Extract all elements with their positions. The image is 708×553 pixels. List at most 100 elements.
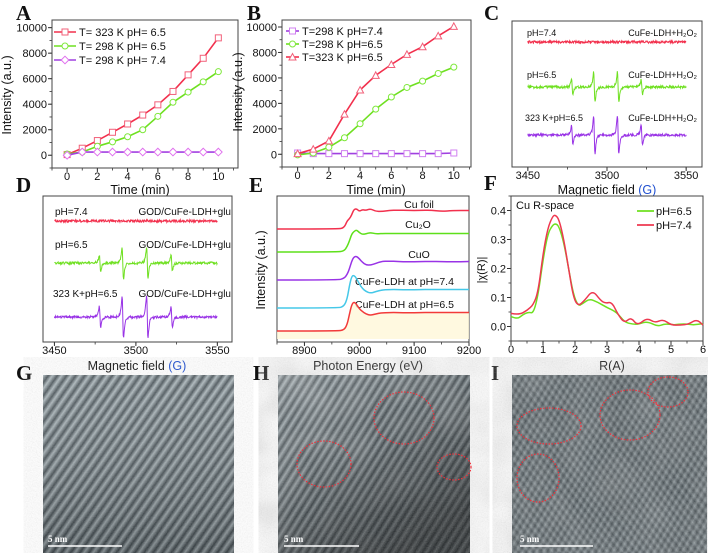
diamond-marker xyxy=(77,147,87,157)
x-tick-label: 3 xyxy=(604,344,610,356)
circle-marker xyxy=(289,40,296,48)
triangle-marker xyxy=(355,85,365,94)
spectrum-label: CuO xyxy=(408,249,430,261)
highlight-circle xyxy=(296,440,352,488)
y-tick-label: 4000 xyxy=(23,99,47,111)
epr-spectrum xyxy=(54,217,218,225)
square-marker xyxy=(434,150,442,158)
triangle-marker xyxy=(324,136,334,145)
plot-frame xyxy=(276,195,470,343)
y-tick-label: 10000 xyxy=(246,22,277,34)
triangle-marker xyxy=(433,31,443,40)
triangle-marker xyxy=(340,109,349,118)
square-marker xyxy=(139,111,147,119)
triangle-marker xyxy=(449,21,459,30)
spectrum-fill xyxy=(277,302,469,339)
square-marker xyxy=(387,150,395,158)
x-tick-label: 0 xyxy=(64,171,70,183)
scale-bar-label: 5 nm xyxy=(284,534,304,544)
highlight-circle xyxy=(599,389,661,441)
epr-spectrum xyxy=(527,116,687,155)
y-tick-label: 6000 xyxy=(23,74,47,86)
circle-marker xyxy=(340,134,348,142)
square-marker xyxy=(169,87,177,95)
panel-label-i: I xyxy=(491,361,499,385)
trace-label: 323 K+pH=6.5 xyxy=(53,289,118,300)
x-axis-title: Magnetic field (G) xyxy=(88,359,187,373)
y-axis-title: Intensity (a.u.) xyxy=(231,52,245,131)
triangle-marker xyxy=(288,52,297,61)
x-tick-label: 9000 xyxy=(347,345,371,357)
circle-marker xyxy=(434,69,442,77)
x-axis-title: Time (min) xyxy=(346,183,405,197)
square-marker xyxy=(340,150,348,158)
triangle-marker xyxy=(371,70,381,79)
highlight-circle xyxy=(647,376,689,408)
circle-marker xyxy=(372,105,380,113)
panel-label-g: G xyxy=(16,361,32,385)
epr-spectrum xyxy=(527,38,687,45)
triangle-marker xyxy=(418,42,427,51)
legend-label: T= 298 K pH= 7.4 xyxy=(79,55,166,67)
circle-marker xyxy=(199,78,207,86)
diamond-marker xyxy=(92,147,102,157)
square-marker xyxy=(403,150,411,158)
x-tick-label: 3500 xyxy=(124,345,148,357)
triangle-marker xyxy=(387,59,396,69)
highlight-circle xyxy=(373,391,435,445)
x-tick-label: 3450 xyxy=(516,170,540,182)
square-marker xyxy=(325,150,333,158)
circle-marker xyxy=(124,133,132,141)
tem-image-g: 5 nm xyxy=(43,375,234,553)
y-tick-label: 0.3 xyxy=(491,235,506,247)
x-axis-title-text: Magnetic field xyxy=(88,359,165,373)
chart-c: Magnetic field (G) pH=7.4 CuFe-LDH+H₂O₂ … xyxy=(511,20,703,197)
epr-spectrum xyxy=(527,71,687,102)
square-marker xyxy=(214,34,222,42)
trace-label: pH=6.5 xyxy=(527,70,556,80)
x-tick-label: 2 xyxy=(572,344,578,356)
x-tick-label: 6 xyxy=(700,344,706,356)
x-axis-unit: (G) xyxy=(168,359,186,373)
panel-label-a: A xyxy=(16,1,32,25)
y-tick-label: 6000 xyxy=(253,73,277,85)
diamond-marker xyxy=(168,147,178,157)
x-tick-label: 8900 xyxy=(292,345,316,357)
spectrum-label: Cu₂O xyxy=(405,219,431,231)
square-marker xyxy=(154,101,162,109)
triangle-marker xyxy=(308,144,318,153)
triangle-marker xyxy=(402,49,412,58)
panel-label-h: H xyxy=(253,361,269,385)
y-axis-title: |χ(R)| xyxy=(476,257,488,284)
trace-label: pH=6.5 xyxy=(55,240,88,251)
y-tick-label: 0.0 xyxy=(491,322,506,334)
x-tick-label: 9200 xyxy=(457,345,481,357)
square-marker xyxy=(450,149,458,157)
square-marker xyxy=(289,27,296,35)
x-tick-label: 2 xyxy=(94,171,100,183)
y-axis-title: Intensity (a.u.) xyxy=(0,55,14,134)
x-tick-label: 8 xyxy=(420,170,426,182)
diamond-marker xyxy=(107,147,117,157)
plot-frame xyxy=(511,20,703,168)
panel-label-f: F xyxy=(484,171,497,195)
xanes-spectrum xyxy=(276,255,470,281)
spectrum-label: CuFe-LDH at pH=6.5 xyxy=(355,299,454,311)
circle-marker xyxy=(61,42,69,50)
circle-marker xyxy=(184,88,192,96)
plot-frame xyxy=(281,19,472,168)
legend-label: T=323 K pH=6.5 xyxy=(302,52,383,64)
spectrum-label: Cu foil xyxy=(404,199,434,211)
trace-label: GOD/CuFe-LDH+glu xyxy=(138,207,231,218)
square-marker xyxy=(419,150,427,158)
x-tick-label: 10 xyxy=(212,171,224,183)
x-tick-label: 8 xyxy=(185,171,191,183)
y-tick-label: 2000 xyxy=(23,125,47,137)
trace-label: CuFe-LDH+H₂O₂ xyxy=(628,113,697,123)
x-tick-label: 6 xyxy=(155,171,161,183)
x-axis-title-text: Magnetic field xyxy=(558,183,635,197)
y-tick-label: 0 xyxy=(41,150,47,162)
x-axis-title: Photon Energy (eV) xyxy=(313,359,423,373)
y-tick-label: 10000 xyxy=(16,23,47,35)
circle-marker xyxy=(387,93,395,101)
